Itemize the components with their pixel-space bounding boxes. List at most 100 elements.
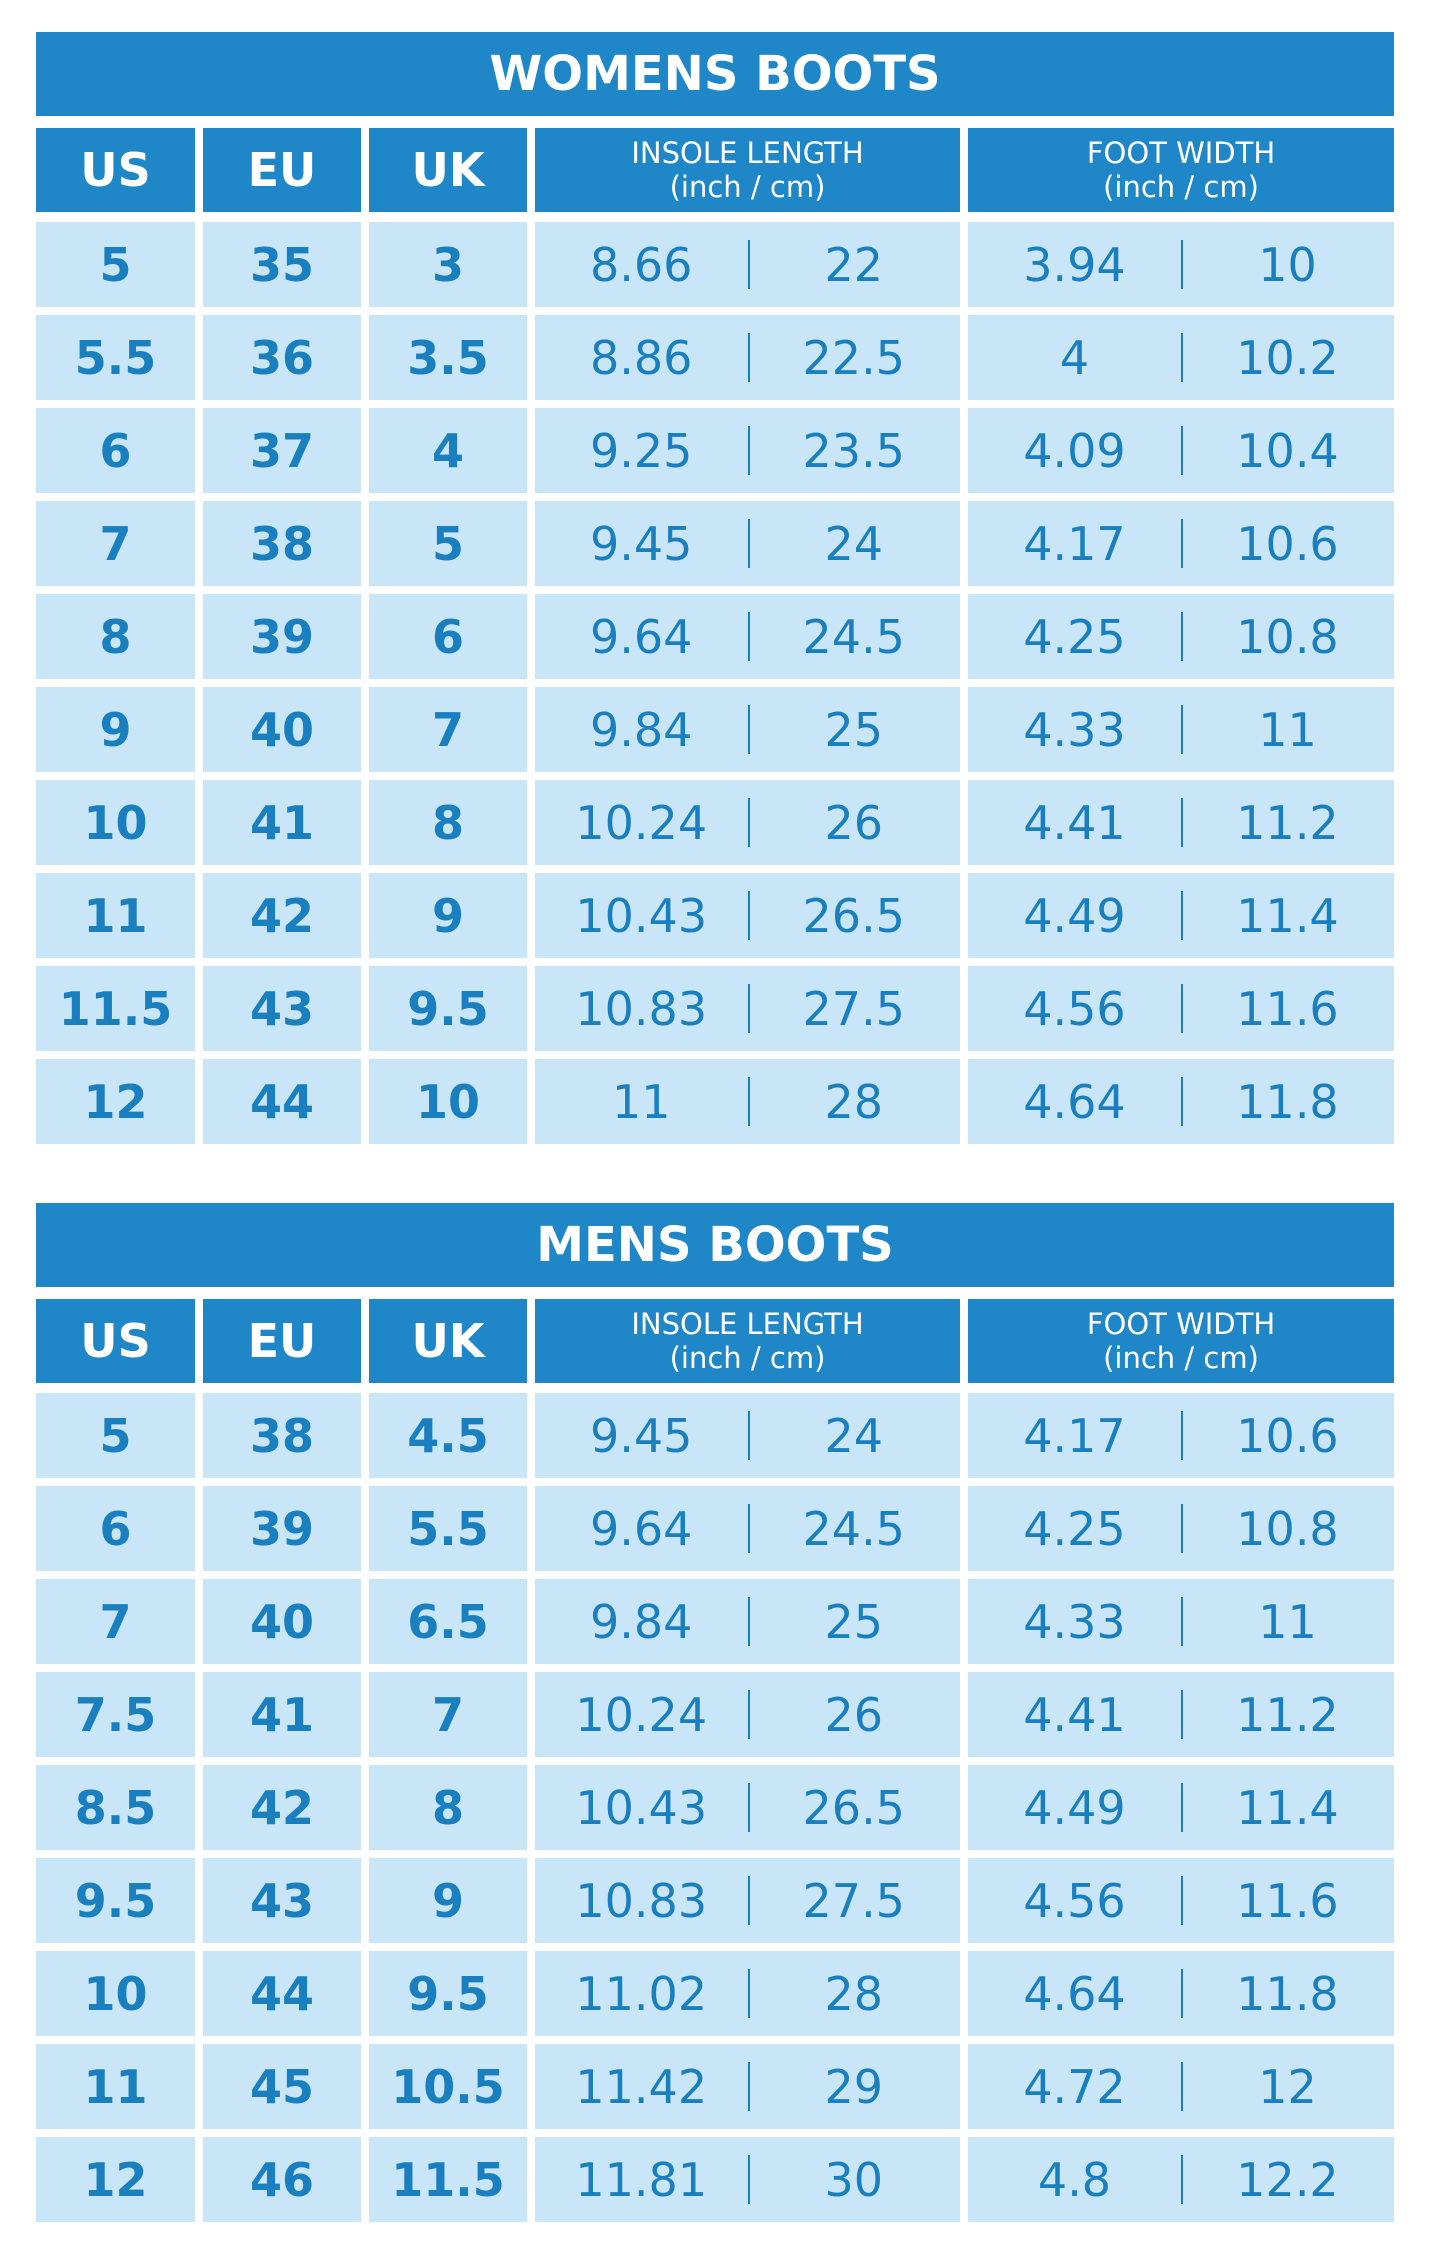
cm-value: 12.2 (1236, 2152, 1339, 2207)
group-header: FOOT WIDTH (inch / cm) (968, 1299, 1394, 1383)
column-header: EU (203, 1299, 361, 1383)
size-cell: 7 (36, 1579, 195, 1664)
cm-value: 26.5 (802, 1780, 905, 1835)
inch-value: 9.84 (590, 702, 693, 757)
measure-cell: 9.25 23.5 (535, 408, 960, 493)
cm-value: 30 (824, 2152, 884, 2207)
inch-value: 11.02 (575, 1966, 708, 2021)
size-cell: 7 (36, 501, 195, 586)
cm-value: 10.2 (1236, 330, 1339, 385)
size-cell: 7 (369, 687, 527, 772)
measure-cell: 4.49 11.4 (968, 873, 1394, 958)
inch-value: 8.66 (590, 237, 693, 292)
cm-value: 28 (824, 1966, 884, 2021)
inch-value: 4.33 (1023, 1594, 1126, 1649)
measure-cell: 4.64 11.8 (968, 1059, 1394, 1144)
inch-value: 9.45 (590, 1408, 693, 1463)
column-header: UK (369, 128, 527, 212)
size-cell: 38 (203, 501, 361, 586)
measure-cell: 10.83 27.5 (535, 1858, 960, 1943)
size-cell: 9.5 (36, 1858, 195, 1943)
inch-value: 4.09 (1023, 423, 1126, 478)
size-cell: 7 (369, 1672, 527, 1757)
inch-value: 9.84 (590, 1594, 693, 1649)
cm-value: 11.6 (1236, 1873, 1339, 1928)
inch-value: 4.72 (1023, 2059, 1126, 2114)
size-cell: 38 (203, 1393, 361, 1478)
size-cell: 43 (203, 966, 361, 1051)
measure-cell: 4.56 11.6 (968, 1858, 1394, 1943)
measure-cell: 4.25 10.8 (968, 594, 1394, 679)
size-cell: 42 (203, 1765, 361, 1850)
cm-value: 24.5 (802, 1501, 905, 1556)
inch-value: 9.45 (590, 516, 693, 571)
measure-cell: 8.86 22.5 (535, 315, 960, 400)
measure-cell: 9.64 24.5 (535, 594, 960, 679)
inch-value: 4.56 (1023, 981, 1126, 1036)
inch-value: 4.56 (1023, 1873, 1126, 1928)
size-cell: 6 (36, 408, 195, 493)
size-cell: 39 (203, 1486, 361, 1571)
group-header-unit: (inch / cm) (1103, 1341, 1259, 1375)
inch-value: 4.64 (1023, 1074, 1126, 1129)
inch-value: 4 (1059, 330, 1090, 385)
cm-value: 11 (1258, 702, 1317, 757)
measure-cell: 4.17 10.6 (968, 1393, 1394, 1478)
group-header-title: INSOLE LENGTH (631, 1307, 864, 1341)
group-header-title: INSOLE LENGTH (631, 136, 864, 170)
size-cell: 3.5 (369, 315, 527, 400)
inch-value: 10.83 (575, 981, 708, 1036)
measure-cell: 4.56 11.6 (968, 966, 1394, 1051)
inch-value: 11 (611, 1074, 671, 1129)
inch-value: 11.42 (575, 2059, 708, 2114)
measure-cell: 4.41 11.2 (968, 1672, 1394, 1757)
size-cell: 9 (369, 1858, 527, 1943)
size-cell: 43 (203, 1858, 361, 1943)
column-header: US (36, 128, 195, 212)
cm-value: 12 (1258, 2059, 1317, 2114)
womens-table: WOMENS BOOTS US EU UK INSOLE LENGTH (inch / c… (36, 32, 1394, 1152)
size-cell: 5 (36, 1393, 195, 1478)
measure-cell: 11.42 29 (535, 2044, 960, 2129)
measure-cell: 4.33 11 (968, 687, 1394, 772)
inch-value: 3.94 (1023, 237, 1126, 292)
cm-value: 25 (824, 1594, 884, 1649)
cm-value: 11.8 (1236, 1966, 1339, 2021)
table-title: MENS BOOTS (36, 1203, 1394, 1287)
measure-cell: 11.02 28 (535, 1951, 960, 2036)
size-cell: 10 (369, 1059, 527, 1144)
cm-value: 10.8 (1236, 1501, 1339, 1556)
size-cell: 41 (203, 1672, 361, 1757)
size-cell: 7.5 (36, 1672, 195, 1757)
inch-value: 11.81 (575, 2152, 708, 2207)
size-cell: 9.5 (369, 966, 527, 1051)
measure-cell: 8.66 22 (535, 222, 960, 307)
measure-cell: 4.41 11.2 (968, 780, 1394, 865)
size-cell: 8 (36, 594, 195, 679)
inch-value: 4.25 (1023, 1501, 1126, 1556)
cm-value: 29 (824, 2059, 884, 2114)
inch-value: 9.64 (590, 1501, 693, 1556)
cm-value: 11.2 (1236, 1687, 1339, 1742)
cm-value: 11.4 (1236, 1780, 1339, 1835)
size-cell: 35 (203, 222, 361, 307)
cm-value: 27.5 (802, 1873, 905, 1928)
cm-value: 26 (824, 1687, 884, 1742)
cm-value: 10.6 (1236, 1408, 1339, 1463)
size-cell: 5 (369, 501, 527, 586)
cm-value: 10.4 (1236, 423, 1339, 478)
cm-value: 24 (824, 1408, 884, 1463)
size-cell: 42 (203, 873, 361, 958)
inch-value: 10.24 (575, 795, 708, 850)
size-cell: 8 (369, 1765, 527, 1850)
size-cell: 9.5 (369, 1951, 527, 2036)
group-header-title: FOOT WIDTH (1086, 1307, 1276, 1341)
measure-cell: 4.17 10.6 (968, 501, 1394, 586)
cm-value: 11.2 (1236, 795, 1339, 850)
size-cell: 10.5 (369, 2044, 527, 2129)
measure-cell: 10.24 26 (535, 780, 960, 865)
group-header: INSOLE LENGTH (inch / cm) (535, 128, 960, 212)
size-cell: 40 (203, 687, 361, 772)
inch-value: 4.49 (1023, 1780, 1126, 1835)
